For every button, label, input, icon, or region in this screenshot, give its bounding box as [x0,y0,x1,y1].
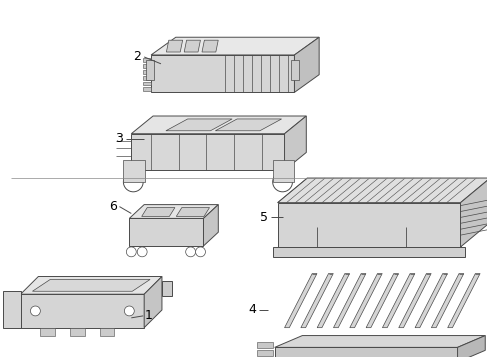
Polygon shape [142,208,175,216]
Polygon shape [257,358,272,360]
Polygon shape [275,336,485,347]
Polygon shape [285,274,317,328]
Polygon shape [40,328,55,336]
Circle shape [123,172,143,192]
Polygon shape [334,274,366,328]
Polygon shape [131,116,306,134]
Polygon shape [146,60,154,80]
Circle shape [124,306,134,316]
Polygon shape [278,203,461,247]
Circle shape [137,247,147,257]
Polygon shape [203,204,219,246]
Polygon shape [144,276,162,328]
Polygon shape [415,274,447,328]
Polygon shape [129,219,203,246]
Text: 3: 3 [116,132,123,145]
Polygon shape [151,55,294,93]
Polygon shape [317,274,349,328]
Polygon shape [32,279,150,291]
Polygon shape [129,204,219,219]
Circle shape [196,247,205,257]
Circle shape [30,306,40,316]
Polygon shape [151,37,319,55]
Polygon shape [301,274,333,328]
Polygon shape [399,274,431,328]
Polygon shape [294,37,319,93]
Polygon shape [70,328,85,336]
Circle shape [272,172,293,192]
Polygon shape [350,274,382,328]
Polygon shape [275,347,458,360]
Polygon shape [272,160,294,182]
Text: 2: 2 [133,50,141,63]
Polygon shape [167,40,183,52]
Polygon shape [257,350,272,356]
Polygon shape [143,87,151,91]
Polygon shape [123,160,145,182]
Polygon shape [166,119,232,131]
Polygon shape [285,116,306,170]
Polygon shape [448,274,480,328]
Polygon shape [215,119,282,131]
Polygon shape [21,276,162,294]
Polygon shape [366,274,398,328]
Text: 5: 5 [260,211,268,224]
Polygon shape [292,60,299,80]
Circle shape [126,247,136,257]
Text: 4: 4 [248,303,256,316]
Polygon shape [461,178,490,247]
Polygon shape [382,274,415,328]
Polygon shape [143,64,151,68]
Polygon shape [458,336,485,360]
Polygon shape [21,294,144,328]
Text: 6: 6 [110,200,118,213]
Polygon shape [257,342,272,348]
Polygon shape [3,291,21,328]
Polygon shape [143,76,151,80]
Text: 1: 1 [145,309,153,322]
Polygon shape [431,274,464,328]
Polygon shape [162,282,172,296]
Polygon shape [143,70,151,74]
Circle shape [186,247,196,257]
Polygon shape [202,40,218,52]
Polygon shape [143,82,151,85]
Polygon shape [184,40,200,52]
Polygon shape [99,328,115,336]
Polygon shape [272,247,465,257]
Polygon shape [278,178,490,203]
Polygon shape [143,58,151,62]
Polygon shape [176,208,210,216]
Polygon shape [131,134,285,170]
